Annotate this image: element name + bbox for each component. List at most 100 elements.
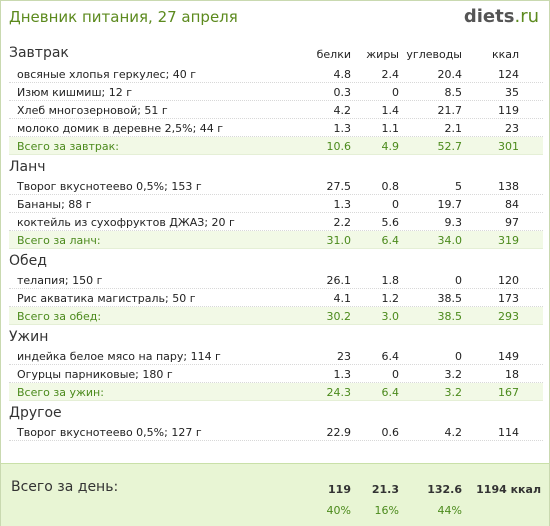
food-protein: 2.2 [333,216,352,229]
food-name: Бананы; 88 г [17,198,92,211]
food-name: Творог вкуснотеево 0,5%; 127 г [17,426,202,439]
food-kcal: 138 [498,180,519,193]
meal-section: Ланч Творог вкуснотеево 0,5%; 153 г 27.5 0.… [9,155,543,249]
food-carbs: 2.1 [444,122,463,135]
food-protein: 4.1 [333,292,352,305]
section-total-kcal: 293 [498,310,519,323]
food-kcal: 35 [505,86,519,99]
food-kcal: 97 [505,216,519,229]
food-row[interactable]: Изюм кишмиш; 12 г 0.3 0 8.5 35 [9,83,543,101]
food-fat: 0 [392,86,399,99]
food-protein: 4.2 [333,104,352,117]
section-total-row: Всего за обед: 30.2 3.0 38.5 293 [9,307,543,325]
food-carbs: 9.3 [444,216,463,229]
food-carbs: 19.7 [437,198,463,211]
food-row[interactable]: Огурцы парниковые; 180 г 1.3 0 3.2 18 [9,365,543,383]
logo-main: diets [463,6,515,27]
section-total-row: Всего за ланч: 31.0 6.4 34.0 319 [9,231,543,249]
page-title: Дневник питания, 27 апреля [9,8,238,26]
food-kcal: 149 [498,350,519,363]
section-total-protein: 10.6 [326,140,352,153]
food-name: Творог вкуснотеево 0,5%; 153 г [17,180,202,193]
food-name: Хлеб многозерновой; 51 г [17,104,168,117]
food-name: телапия; 150 г [17,274,103,287]
section-total-fat: 4.9 [381,140,400,153]
food-kcal: 18 [505,368,519,381]
day-total-label: Всего за день: [11,479,119,495]
site-logo[interactable]: diets.ru [464,6,539,27]
food-row[interactable]: телапия; 150 г 26.1 1.8 0 120 [9,271,543,289]
section-total-fat: 6.4 [381,234,400,247]
food-kcal: 114 [498,426,519,439]
food-row[interactable]: Творог вкуснотеево 0,5%; 153 г 27.5 0.8 5 13… [9,177,543,195]
food-name: Огурцы парниковые; 180 г [17,368,173,381]
day-total-protein-pct: 40% [326,504,351,517]
day-total-carbs: 132.6 [427,483,462,496]
section-total-label: Всего за ланч: [17,234,101,247]
section-total-kcal: 319 [498,234,519,247]
day-total-protein: 119 [328,483,351,496]
food-name: индейка белое мясо на пару; 114 г [17,350,221,363]
food-protein: 1.3 [333,368,352,381]
food-protein: 1.3 [333,198,352,211]
section-total-kcal: 301 [498,140,519,153]
section-header: Другое [9,401,543,423]
section-title: Обед [9,253,47,269]
food-row[interactable]: коктейль из сухофруктов ДЖАЗ; 20 г 2.2 5.6… [9,213,543,231]
logo-tld: .ru [514,6,539,27]
section-total-fat: 6.4 [381,386,400,399]
food-kcal: 124 [498,68,519,81]
section-total-protein: 31.0 [326,234,352,247]
food-carbs: 38.5 [437,292,463,305]
food-fat: 1.1 [381,122,400,135]
food-kcal: 84 [505,198,519,211]
section-title: Ланч [9,159,46,175]
food-row[interactable]: индейка белое мясо на пару; 114 г 23 6.4 0 1… [9,347,543,365]
food-row[interactable]: овсяные хлопья геркулес; 40 г 4.8 2.4 20.4 1… [9,65,543,83]
food-carbs: 4.2 [444,426,463,439]
section-total-carbs: 3.2 [444,386,463,399]
section-title: Ужин [9,329,49,345]
food-fat: 0 [392,368,399,381]
section-total-row: Всего за ужин: 24.3 6.4 3.2 167 [9,383,543,401]
food-row[interactable]: молоко домик в деревне 2,5%; 44 г 1.3 1.1 2… [9,119,543,137]
day-total-carbs-pct: 44% [437,504,462,517]
section-total-row: Всего за завтрак: 10.6 4.9 52.7 301 [9,137,543,155]
food-kcal: 120 [498,274,519,287]
section-total-fat: 3.0 [381,310,400,323]
food-carbs: 3.2 [444,368,463,381]
food-carbs: 0 [455,350,462,363]
section-total-protein: 24.3 [326,386,352,399]
section-title: Другое [9,405,62,421]
food-carbs: 0 [455,274,462,287]
food-row[interactable]: Хлеб многозерновой; 51 г 4.2 1.4 21.7 119 [9,101,543,119]
food-kcal: 23 [505,122,519,135]
meal-section: Другое Творог вкуснотеево 0,5%; 127 г 22.9… [9,401,543,441]
section-header: Обед [9,249,543,271]
col-kcal: ккал [491,48,519,61]
food-fat: 1.4 [381,104,400,117]
section-total-protein: 30.2 [326,310,352,323]
food-fat: 1.8 [381,274,400,287]
food-carbs: 20.4 [437,68,463,81]
food-name: Изюм кишмиш; 12 г [17,86,132,99]
food-fat: 0 [392,198,399,211]
day-total-kcal: 1194 ккал [476,483,541,496]
food-row[interactable]: Творог вкуснотеево 0,5%; 127 г 22.9 0.6 4.2… [9,423,543,441]
col-fat: жиры [366,48,399,61]
section-header: Ужин [9,325,543,347]
section-title: Завтрак [9,45,69,61]
section-total-carbs: 38.5 [437,310,463,323]
food-protein: 1.3 [333,122,352,135]
meal-section: овсяные хлопья геркулес; 40 г 4.8 2.4 20.4 1… [9,65,543,155]
day-total: Всего за день: 119 21.3 132.6 1194 ккал … [1,463,549,526]
section-header: Завтрак белки жиры углеводы ккал [9,45,543,65]
food-protein: 0.3 [333,86,352,99]
food-carbs: 21.7 [437,104,463,117]
food-row[interactable]: Бананы; 88 г 1.3 0 19.7 84 [9,195,543,213]
section-total-kcal: 167 [498,386,519,399]
food-fat: 5.6 [381,216,400,229]
meal-section: Обед телапия; 150 г 26.1 1.8 0 120 Рис акватик… [9,249,543,325]
food-row[interactable]: Рис акватика магистраль; 50 г 4.1 1.2 38.5 1… [9,289,543,307]
